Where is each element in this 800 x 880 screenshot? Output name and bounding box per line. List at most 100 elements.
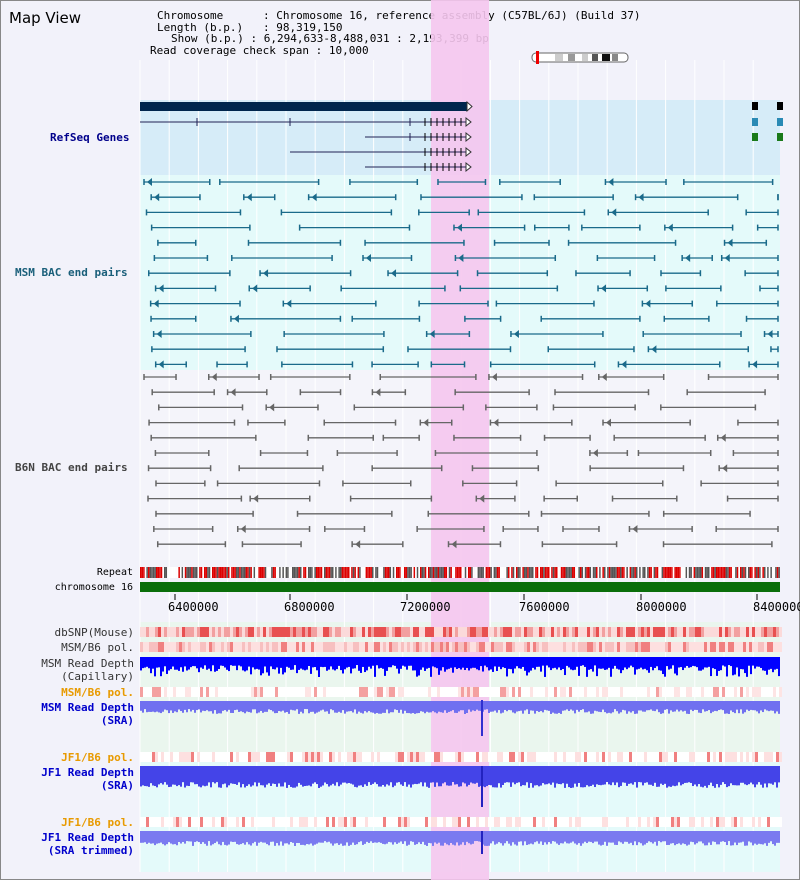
heat-cell <box>440 642 443 652</box>
heat-cell <box>341 627 344 637</box>
heat-cell <box>377 627 380 637</box>
depth-bar <box>570 766 572 788</box>
depth-bar <box>748 766 750 785</box>
bac-end-arrow <box>253 494 259 503</box>
depth-bar <box>430 766 432 783</box>
heat-cell <box>143 627 146 637</box>
heat-cell <box>677 627 680 637</box>
depth-spike <box>481 700 483 736</box>
depth-bar <box>158 831 160 844</box>
repeat-mark <box>333 567 336 578</box>
depth-bar <box>172 701 174 713</box>
heat-cell <box>272 627 275 637</box>
depth-bar <box>562 701 564 711</box>
depth-bar <box>262 657 264 674</box>
depth-bar <box>736 831 738 846</box>
depth-bar <box>548 701 550 711</box>
depth-bar <box>568 701 570 711</box>
repeat-mark <box>500 567 502 578</box>
depth-bar <box>656 831 658 846</box>
heat-cell <box>701 642 704 652</box>
heat-cell <box>458 687 461 697</box>
bac-end-arrow <box>269 403 275 412</box>
depth-bar <box>358 701 360 712</box>
depth-bar <box>486 831 488 846</box>
heat-cell <box>479 627 482 637</box>
heat-cell <box>773 627 776 637</box>
heat-cell <box>206 642 209 652</box>
heat-cell <box>443 642 446 652</box>
depth-bar <box>688 766 690 783</box>
depth-bar <box>550 657 552 671</box>
heat-cell <box>392 817 395 827</box>
depth-bar <box>212 766 214 783</box>
heat-cell <box>584 627 587 637</box>
heat-cell <box>203 642 206 652</box>
heat-cell <box>242 627 245 637</box>
depth-bar <box>698 701 700 713</box>
heat-cell <box>698 752 701 762</box>
repeat-mark <box>192 567 195 578</box>
depth-bar <box>220 831 222 846</box>
heat-cell <box>158 687 161 697</box>
depth-bar <box>430 701 432 713</box>
depth-bar <box>296 831 298 844</box>
depth-bar <box>542 766 544 784</box>
depth-bar <box>280 831 282 842</box>
repeat-mark <box>271 567 273 578</box>
depth-bar <box>460 831 462 845</box>
depth-bar <box>248 831 250 845</box>
heat-cell <box>494 687 497 697</box>
depth-bar <box>364 766 366 785</box>
depth-bar <box>406 831 408 846</box>
heat-cell <box>278 817 281 827</box>
heat-cell <box>506 752 509 762</box>
heat-cell <box>761 817 764 827</box>
heat-cell <box>557 687 560 697</box>
depth-bar <box>200 766 202 788</box>
heat-cell <box>416 752 419 762</box>
heat-cell <box>578 627 581 637</box>
gene-arrow <box>465 161 472 173</box>
repeat-mark <box>471 567 473 578</box>
depth-bar <box>662 657 664 675</box>
repeat-mark <box>210 567 212 578</box>
heat-cell <box>278 752 281 762</box>
track-label-refseq[interactable]: RefSeq Genes <box>50 131 130 144</box>
repeat-mark <box>716 567 718 578</box>
heat-cell <box>392 627 395 637</box>
heat-cell <box>425 642 428 652</box>
repeat-mark <box>504 567 507 578</box>
depth-bar <box>560 657 562 671</box>
track-label-b6n-bac[interactable]: B6N BAC end pairs <box>15 461 128 474</box>
depth-bar <box>296 701 298 710</box>
depth-bar <box>440 766 442 787</box>
depth-bar <box>732 766 734 786</box>
gene-end-marker <box>777 133 783 141</box>
heat-cell <box>722 642 725 652</box>
depth-bar <box>606 766 608 783</box>
depth-bar <box>508 766 510 783</box>
heat-cell <box>284 752 287 762</box>
depth-bar <box>234 831 236 842</box>
heat-cell <box>314 687 317 697</box>
heat-cell <box>356 687 359 697</box>
heat-cell <box>161 687 164 697</box>
depth-bar <box>186 701 188 713</box>
track-label-msm-bac[interactable]: MSM BAC end pairs <box>15 266 128 279</box>
track-label-msm-depth-sra: MSM Read Depth (SRA) <box>41 701 134 727</box>
heat-cell <box>401 687 404 697</box>
heat-cell <box>728 687 731 697</box>
depth-bar <box>734 657 736 675</box>
bac-end-arrow <box>158 284 164 293</box>
heat-cell <box>524 752 527 762</box>
depth-bar <box>614 831 616 845</box>
refseq-gene-bar <box>140 102 467 111</box>
depth-bar <box>262 766 264 786</box>
repeat-mark <box>472 567 475 578</box>
depth-bar <box>316 766 318 785</box>
depth-bar <box>168 657 170 671</box>
heat-cell <box>644 642 647 652</box>
depth-bar <box>690 831 692 842</box>
